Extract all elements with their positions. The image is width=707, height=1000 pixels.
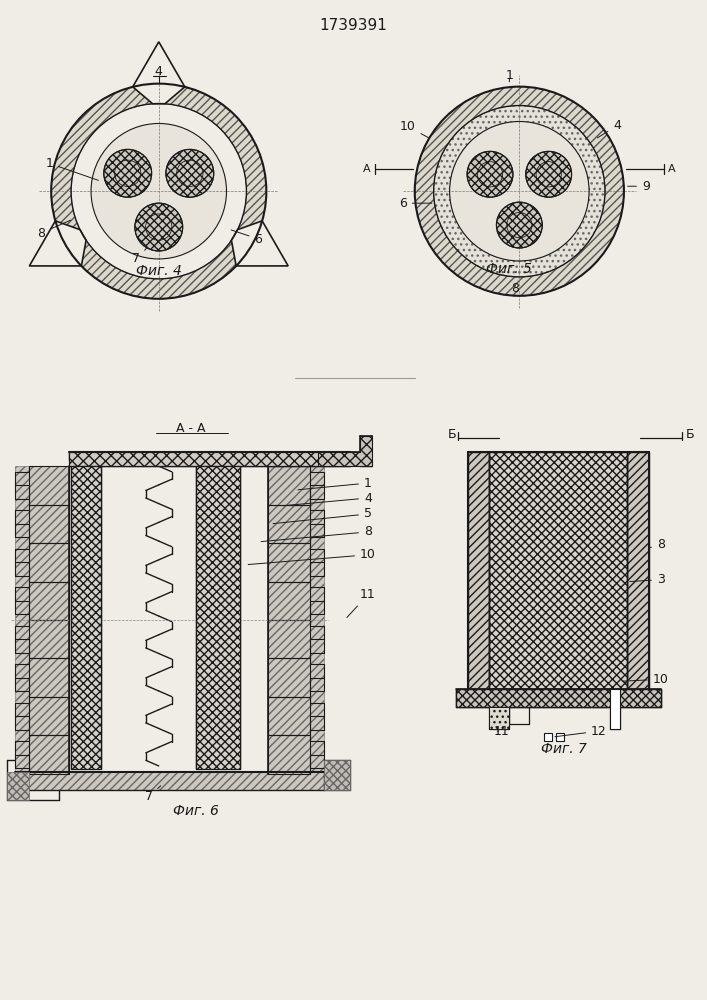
Text: Б: Б [448,428,456,441]
Text: 3: 3 [630,573,665,586]
Text: 1: 1 [298,477,372,490]
Text: 1: 1 [506,69,513,82]
Circle shape [51,84,267,299]
Polygon shape [324,760,350,790]
Text: 5: 5 [273,507,372,524]
Text: Б: Б [685,428,694,441]
Text: 4: 4 [155,65,163,78]
Text: 4: 4 [597,119,621,138]
Polygon shape [69,452,350,466]
Text: 6: 6 [231,230,262,246]
Text: 12: 12 [555,725,607,738]
Circle shape [467,151,513,197]
Circle shape [166,149,214,197]
Polygon shape [30,221,86,266]
Polygon shape [231,221,288,266]
Polygon shape [71,466,101,769]
Text: 1: 1 [45,157,98,180]
Circle shape [91,123,226,259]
Polygon shape [489,707,509,729]
Text: 11: 11 [493,725,509,738]
Text: 10: 10 [623,673,669,686]
Circle shape [104,149,151,197]
Text: Фиг. 4: Фиг. 4 [136,264,182,278]
Text: A: A [363,164,370,174]
Polygon shape [318,436,372,466]
Text: 6: 6 [399,197,432,210]
Text: 7: 7 [132,248,147,265]
Text: 8: 8 [261,525,372,542]
Text: 8: 8 [511,282,520,295]
Text: 8: 8 [37,220,71,240]
Text: 4: 4 [283,492,372,506]
Text: Фиг. 7: Фиг. 7 [542,742,587,756]
Text: 10: 10 [400,120,429,138]
Text: 7: 7 [145,786,160,803]
Text: A - A: A - A [176,422,206,435]
Text: 10: 10 [248,548,376,565]
Polygon shape [133,42,185,104]
Polygon shape [16,772,324,790]
Polygon shape [16,466,69,774]
Circle shape [450,121,589,261]
Circle shape [415,87,624,296]
Text: 8: 8 [649,538,665,551]
Text: 1739391: 1739391 [319,18,387,33]
Text: Фиг. 5: Фиг. 5 [486,262,532,276]
Polygon shape [610,689,620,729]
Text: Фиг. 6: Фиг. 6 [173,804,218,818]
Polygon shape [7,772,29,800]
Polygon shape [556,733,564,741]
Circle shape [526,151,571,197]
Polygon shape [489,452,627,689]
Polygon shape [196,466,240,769]
Circle shape [496,202,542,248]
Polygon shape [467,452,489,689]
Text: 9: 9 [628,180,650,193]
Polygon shape [269,466,324,774]
Polygon shape [544,733,552,741]
Text: A: A [668,164,676,174]
Polygon shape [627,452,649,689]
Text: 11: 11 [347,588,376,617]
Circle shape [135,203,182,251]
Polygon shape [455,689,661,707]
